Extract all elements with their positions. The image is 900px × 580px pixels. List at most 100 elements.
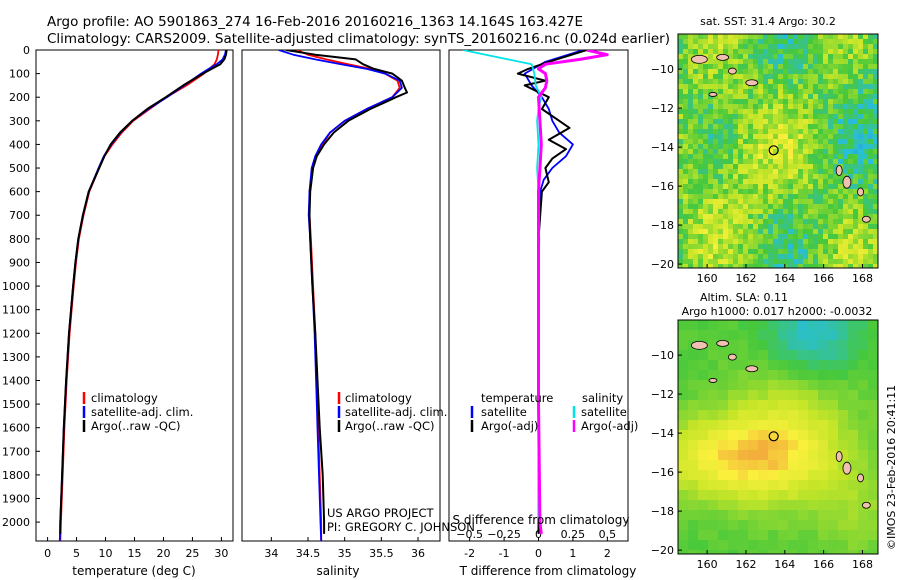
map-cell <box>863 159 869 165</box>
map-cell <box>793 124 799 130</box>
map-cell <box>678 340 689 351</box>
map-cell <box>873 244 878 250</box>
map-cell <box>803 194 809 200</box>
map-cell <box>863 249 869 255</box>
map-cell <box>853 214 859 220</box>
map-cell <box>743 144 749 150</box>
map-cell <box>833 239 839 245</box>
map-cell <box>678 420 689 431</box>
map-cell <box>823 199 829 205</box>
map-cell <box>748 109 754 115</box>
map-cell <box>798 79 804 85</box>
map-cell <box>798 119 804 125</box>
map-cell <box>833 199 839 205</box>
map-cell <box>868 64 874 70</box>
map-cell <box>773 134 779 140</box>
map-cell <box>813 129 819 135</box>
map-cell <box>738 239 744 245</box>
map-cell <box>713 239 719 245</box>
map-cell <box>858 179 864 185</box>
map-cell <box>678 134 684 140</box>
map-cell <box>758 54 764 60</box>
map-cell <box>678 189 684 195</box>
map-cell <box>843 94 849 100</box>
map-cell <box>813 209 819 215</box>
map-y-tick-label: −12 <box>651 102 674 115</box>
map-cell <box>703 254 709 260</box>
map-cell <box>783 224 789 230</box>
map-cell <box>778 520 789 531</box>
map-cell <box>788 340 799 351</box>
map-cell <box>748 114 754 120</box>
map-cell <box>758 149 764 155</box>
map-cell <box>873 74 878 80</box>
map-cell <box>743 254 749 260</box>
map-cell <box>708 129 714 135</box>
map-cell <box>808 264 814 268</box>
map-cell <box>848 470 859 481</box>
map-cell <box>728 34 734 40</box>
map-cell <box>823 54 829 60</box>
map-cell <box>828 214 834 220</box>
map-cell <box>828 189 834 195</box>
map-cell <box>803 209 809 215</box>
map-cell <box>713 149 719 155</box>
map-cell <box>753 209 759 215</box>
map-cell <box>793 64 799 70</box>
map-cell <box>758 169 764 175</box>
map-cell <box>853 229 859 235</box>
map-cell <box>753 149 759 155</box>
map-cell <box>713 119 719 125</box>
map-cell <box>813 114 819 120</box>
map-cell <box>823 44 829 50</box>
map-cell <box>698 410 709 421</box>
map-cell <box>803 259 809 265</box>
map-cell <box>813 184 819 190</box>
map-cell <box>843 139 849 145</box>
map-cell <box>868 490 878 501</box>
map-cell <box>713 54 719 60</box>
map-cell <box>748 450 759 461</box>
map-cell <box>688 244 694 250</box>
map-cell <box>768 199 774 205</box>
map-cell <box>728 390 739 401</box>
map-cell <box>683 219 689 225</box>
map-cell <box>718 44 724 50</box>
map-cell <box>818 254 824 260</box>
map-cell <box>748 214 754 220</box>
map-cell <box>738 139 744 145</box>
map-cell <box>788 430 799 441</box>
map-cell <box>808 224 814 230</box>
map-cell <box>678 89 684 95</box>
map-cell <box>678 350 689 361</box>
map-cell <box>763 199 769 205</box>
map-cell <box>743 69 749 75</box>
map-cell <box>873 164 878 170</box>
map-cell <box>703 169 709 175</box>
map-cell <box>738 510 749 521</box>
map-cell <box>733 89 739 95</box>
map-cell <box>748 239 754 245</box>
map-cell <box>688 219 694 225</box>
map-cell <box>798 410 809 421</box>
map-cell <box>783 49 789 55</box>
map-cell <box>823 144 829 150</box>
map-cell <box>758 480 769 491</box>
map-cell <box>768 490 779 501</box>
legend-label-t-satellite: satellite <box>481 405 527 419</box>
map-cell <box>778 169 784 175</box>
map-cell <box>778 219 784 225</box>
map-cell <box>738 550 749 554</box>
map-cell <box>833 89 839 95</box>
map-cell <box>738 480 749 491</box>
map-cell <box>748 320 759 331</box>
map-cell <box>828 340 839 351</box>
map-cell <box>708 370 719 381</box>
legend-label-s-argo: Argo(-adj) <box>581 419 638 433</box>
map-cell <box>823 139 829 145</box>
map-cell <box>768 320 779 331</box>
map-cell <box>758 330 769 341</box>
map-cell <box>818 214 824 220</box>
map-cell <box>868 520 878 531</box>
map-cell <box>848 390 859 401</box>
